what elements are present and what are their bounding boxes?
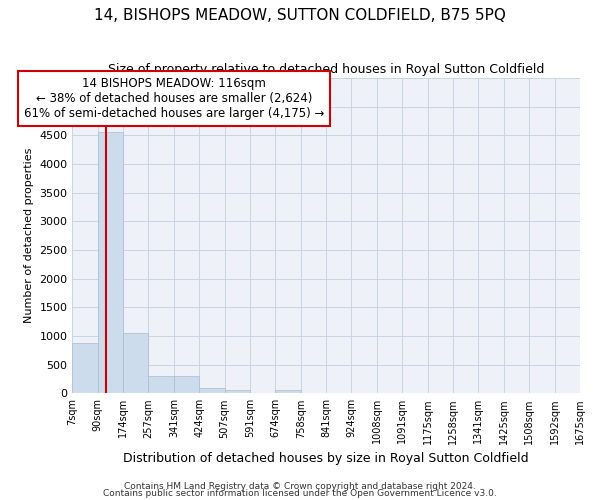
Bar (199, 388, 224, 394)
Text: Contains HM Land Registry data © Crown copyright and database right 2024.: Contains HM Land Registry data © Crown c… (124, 482, 476, 491)
Y-axis label: Number of detached properties: Number of detached properties (24, 148, 34, 324)
Bar (98, 132, 123, 394)
Bar (148, 376, 174, 394)
Text: 14, BISHOPS MEADOW, SUTTON COLDFIELD, B75 5PQ: 14, BISHOPS MEADOW, SUTTON COLDFIELD, B7… (94, 8, 506, 22)
Bar (73, 344, 98, 394)
Text: 14 BISHOPS MEADOW: 116sqm
← 38% of detached houses are smaller (2,624)
61% of se: 14 BISHOPS MEADOW: 116sqm ← 38% of detac… (23, 76, 324, 120)
X-axis label: Distribution of detached houses by size in Royal Sutton Coldfield: Distribution of detached houses by size … (124, 452, 529, 465)
Text: Contains public sector information licensed under the Open Government Licence v3: Contains public sector information licen… (103, 490, 497, 498)
Bar (224, 390, 250, 394)
Title: Size of property relative to detached houses in Royal Sutton Coldfield: Size of property relative to detached ho… (108, 62, 544, 76)
Bar (275, 390, 301, 394)
Bar (123, 332, 148, 394)
Bar (174, 376, 199, 394)
